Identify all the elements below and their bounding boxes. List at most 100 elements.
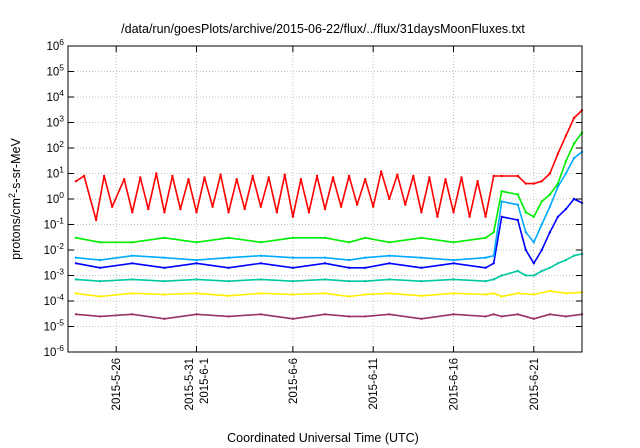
y-tick-label: 105 xyxy=(46,63,64,79)
series-3-point xyxy=(484,256,487,259)
series-3-point xyxy=(131,254,134,257)
series-3-point xyxy=(227,256,230,259)
series-2-point xyxy=(227,266,230,269)
series-3-point xyxy=(74,256,78,259)
series-0-point xyxy=(339,205,343,208)
series-0-point xyxy=(139,176,142,179)
series-0-point xyxy=(283,173,286,176)
series-1-point xyxy=(500,190,503,193)
series-4-point xyxy=(195,278,198,281)
series-5-point xyxy=(420,294,423,297)
y-tick-exponent: -2 xyxy=(56,241,64,251)
series-2-point xyxy=(364,266,367,269)
series-2-point xyxy=(323,262,327,265)
series-4-point xyxy=(532,274,535,277)
series-0-point xyxy=(524,182,527,185)
series-6-point xyxy=(227,315,230,318)
series-6-point xyxy=(195,313,198,316)
series-2-point xyxy=(163,266,166,269)
y-tick-label: 10-6 xyxy=(44,343,65,359)
series-4-point xyxy=(484,280,487,283)
series-0-point xyxy=(111,205,114,208)
series-3-point xyxy=(532,241,535,244)
series-5-point xyxy=(291,293,295,296)
x-tick-label: 2015-6-1 xyxy=(199,358,211,404)
series-2-point xyxy=(516,218,519,222)
series-0-point xyxy=(428,176,431,179)
series-0-point xyxy=(484,215,487,218)
series-1-point xyxy=(572,142,576,145)
series-0-point xyxy=(476,180,479,183)
series-4-point xyxy=(131,278,134,281)
series-4-point xyxy=(364,280,367,283)
y-tick-label: 10-3 xyxy=(44,267,65,283)
series-0-point xyxy=(94,218,98,222)
series-0-point xyxy=(500,174,503,178)
series-0-point xyxy=(564,134,568,137)
series-0-point xyxy=(187,178,190,181)
series-6-point xyxy=(131,313,134,316)
series-3-point xyxy=(540,223,543,226)
series-5-point xyxy=(227,294,230,297)
series-0-point xyxy=(516,174,519,178)
series-6-point xyxy=(388,313,391,316)
series-2-point xyxy=(548,231,552,234)
series-0-point xyxy=(227,211,230,214)
series-line-5 xyxy=(75,290,583,298)
series-0-point xyxy=(404,203,407,206)
series-0-point xyxy=(275,211,278,214)
series-3-point xyxy=(524,231,527,234)
series-5-point xyxy=(364,293,367,296)
series-5-point xyxy=(98,295,102,298)
series-2-point xyxy=(492,262,495,265)
y-tick-exponent: -1 xyxy=(56,216,64,226)
series-6-point xyxy=(364,315,367,318)
series-3-point xyxy=(364,256,367,259)
series-6-point xyxy=(452,313,455,316)
series-5-point xyxy=(564,292,568,295)
y-axis-label-prefix: protons/cm xyxy=(9,198,23,260)
series-3-point xyxy=(548,205,552,208)
series-0-point xyxy=(364,178,367,181)
y-ticks: 10-610-510-410-310-210-11001011021031041… xyxy=(44,37,582,359)
series-0-point xyxy=(331,176,335,179)
series-0-point xyxy=(235,178,238,181)
y-tick-exponent: 1 xyxy=(59,165,64,175)
series-5-point xyxy=(323,292,327,295)
series-3-point xyxy=(323,256,327,259)
series-2-point xyxy=(259,262,262,265)
series-3-point xyxy=(556,185,560,188)
series-1-point xyxy=(564,160,568,163)
y-tick-base: 10 xyxy=(44,322,57,334)
series-0-point xyxy=(291,215,295,218)
series-4-point xyxy=(227,280,230,283)
y-tick-exponent: -6 xyxy=(56,343,64,353)
series-6-point xyxy=(492,313,495,316)
series-3-point xyxy=(492,254,495,257)
grid xyxy=(68,46,582,352)
series-1-point xyxy=(131,241,134,244)
series-0-point xyxy=(251,174,254,178)
series-line-1 xyxy=(75,132,583,244)
series-1-point xyxy=(364,236,367,239)
series-6-point xyxy=(548,313,552,316)
series-2-point xyxy=(556,215,560,218)
y-tick-label: 103 xyxy=(46,114,64,130)
series-6-point xyxy=(323,313,327,316)
series-3-point xyxy=(195,258,198,262)
series-5-point xyxy=(500,295,503,298)
series-5-point xyxy=(516,292,519,295)
series-4-point xyxy=(548,266,552,269)
series-2-point xyxy=(291,266,295,269)
series-0-point xyxy=(163,211,166,214)
series-5-point xyxy=(484,293,487,296)
series-0-point xyxy=(155,172,158,175)
series-0-point xyxy=(444,178,447,181)
series-0-point xyxy=(179,207,182,211)
series-0-point xyxy=(355,203,359,206)
series-4-point xyxy=(540,269,543,273)
series-2-point xyxy=(195,262,198,265)
series-0-point xyxy=(452,211,455,214)
y-tick-base: 10 xyxy=(46,169,59,181)
series-0-point xyxy=(299,178,303,181)
